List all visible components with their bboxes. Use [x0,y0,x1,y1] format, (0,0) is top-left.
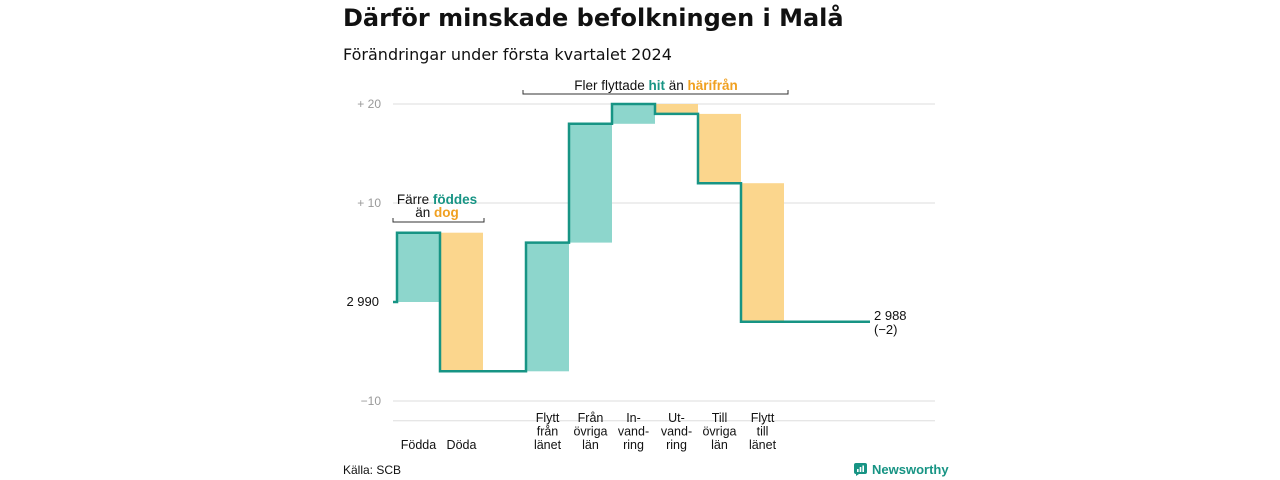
waterfall-bar [741,183,784,322]
waterfall-bar [526,242,569,372]
category-label: länet [534,438,562,452]
waterfall-bar [655,104,698,114]
category-label: övriga [702,425,736,439]
annotation-part: än [665,78,684,93]
annotation-part: än [415,205,430,220]
waterfall-bar [397,232,440,302]
category-label: till [757,425,769,439]
category-label: Till [712,411,728,425]
category-label: vand- [661,425,692,439]
chart-subtitle: Förändringar under första kvartalet 2024 [343,45,672,64]
waterfall-bar [440,232,483,372]
waterfall-bar [612,104,655,124]
annotation-part: Fler flyttade [574,78,645,93]
annotation-moved-line: Fler flyttade hit än härifrån [574,78,738,93]
category-label: Flytt [751,411,775,425]
category-label: Döda [447,438,477,452]
cumulative-step-line [393,102,870,373]
annotation-part: föddes [429,192,477,207]
category-label: Flytt [536,411,560,425]
category-label: Födda [401,438,436,452]
brand-name: Newsworthy [872,462,949,477]
category-label: län [711,438,728,452]
y-tick-label: + 20 [357,97,381,111]
waterfall-bar [698,113,741,184]
newsworthy-logo-icon [854,463,867,476]
category-label: ring [623,438,644,452]
category-label: In- [626,411,641,425]
baseline-value-label: 2 990 [346,294,379,309]
category-label: Ut- [668,411,685,425]
category-label: län [582,438,599,452]
annotation-bracket [392,218,485,223]
annotation-part: härifrån [684,78,738,93]
end-change-label: (−2) [874,322,897,337]
chart-title: Därför minskade befolkningen i Malå [343,4,844,32]
source-note: Källa: SCB [343,463,402,477]
category-label: från [537,425,559,439]
brand-logo[interactable]: Newsworthy [854,462,949,477]
category-label: vand- [618,425,649,439]
annotation-born-died-line2: än dog [415,205,459,220]
category-label: övriga [573,425,607,439]
category-label: ring [666,438,687,452]
y-tick-label: + 10 [357,196,381,210]
annotation-bracket [522,90,789,95]
category-label: länet [749,438,777,452]
annotation-part: Färre [397,192,429,207]
annotation-born-died-line1: Färre föddes [397,192,477,207]
y-tick-label: −10 [361,394,382,408]
annotation-part: hit [645,78,666,93]
waterfall-bar [569,123,612,243]
category-label: Från [578,411,604,425]
end-value-label: 2 988 [874,308,907,323]
annotation-part: dog [430,205,459,220]
